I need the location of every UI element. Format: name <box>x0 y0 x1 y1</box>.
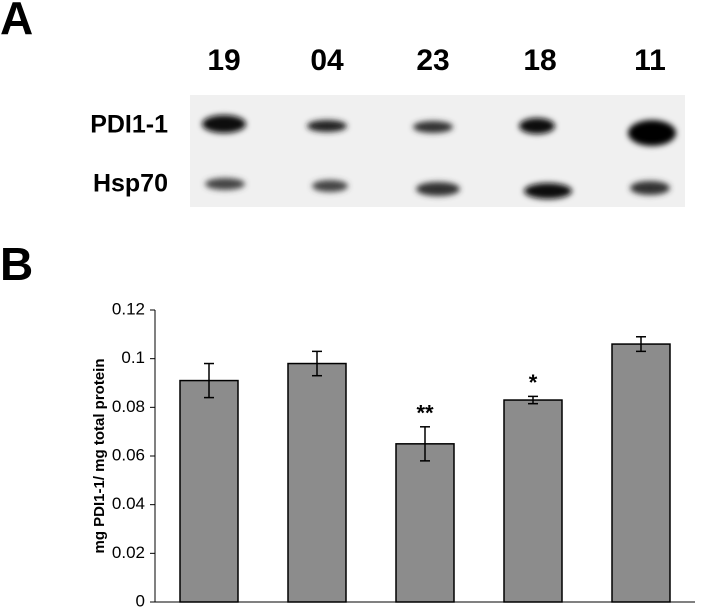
row-label: PDI1-1 <box>90 111 168 139</box>
error-bar <box>204 362 214 399</box>
y-tick-label: 0.12 <box>112 299 145 318</box>
lane-label: 19 <box>207 44 240 77</box>
lane-label: 11 <box>634 44 666 77</box>
bar <box>395 443 455 603</box>
lane-label: 23 <box>416 44 449 77</box>
blot-bands <box>202 115 676 199</box>
lane-label: 04 <box>310 44 344 77</box>
significance-label: ** <box>416 401 434 426</box>
bar <box>287 362 347 603</box>
panel-label: A <box>0 0 33 44</box>
y-tick-label: 0.08 <box>112 397 145 416</box>
y-tick-label: 0.02 <box>112 543 145 562</box>
error-bar <box>528 395 538 405</box>
lane-label: 18 <box>523 44 556 77</box>
bar <box>179 379 239 603</box>
y-axis-label: mg PDI1-1/ mg total protein <box>91 358 108 553</box>
error-bar <box>420 426 430 462</box>
panel-label: B <box>0 238 33 290</box>
row-label: Hsp70 <box>93 170 168 198</box>
bar <box>503 399 563 603</box>
y-tick-label: 0.04 <box>112 494 145 513</box>
significance-label: * <box>529 370 538 395</box>
y-tick-label: 0.1 <box>121 348 145 367</box>
y-tick-label: 0 <box>136 591 145 610</box>
error-bar <box>636 336 646 353</box>
y-tick-label: 0.06 <box>112 445 145 464</box>
error-bar <box>312 350 322 377</box>
bar <box>611 343 671 603</box>
